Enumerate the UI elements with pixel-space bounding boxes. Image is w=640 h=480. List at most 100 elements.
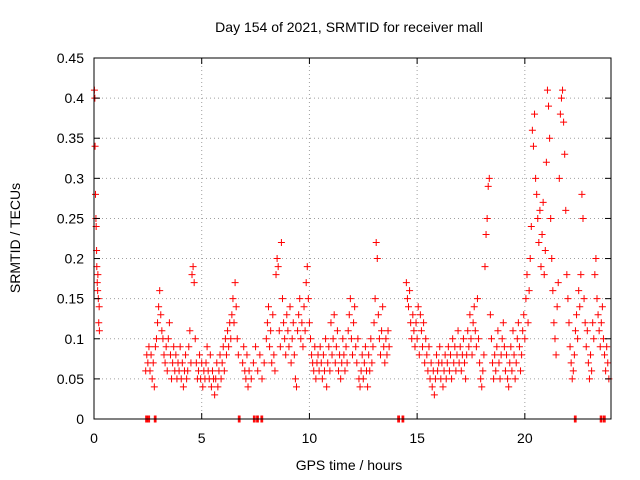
data-point: [568, 375, 576, 383]
data-point: [150, 383, 158, 391]
data-point: [490, 375, 498, 383]
data-point: [467, 335, 475, 343]
data-point: [436, 343, 444, 351]
data-point: [347, 335, 355, 343]
data-point: [518, 351, 526, 359]
data-point: [266, 343, 274, 351]
data-point: [552, 351, 560, 359]
data-point: [582, 343, 590, 351]
data-point: [227, 335, 235, 343]
data-point: [419, 343, 427, 351]
data-point: [517, 367, 525, 375]
data-point: [598, 303, 606, 311]
data-point: [495, 359, 503, 367]
data-point: [361, 343, 369, 351]
y-tick-label: 0.3: [65, 170, 85, 186]
data-point: [239, 359, 247, 367]
data-point: [577, 271, 585, 279]
data-point: [553, 303, 561, 311]
data-point: [95, 327, 103, 335]
data-point: [288, 335, 296, 343]
data-point: [524, 319, 532, 327]
data-point: [281, 335, 289, 343]
data-point: [343, 359, 351, 367]
data-point: [584, 359, 592, 367]
x-tick-label: 0: [90, 430, 98, 446]
data-point: [509, 327, 517, 335]
data-point: [172, 351, 180, 359]
data-point: [470, 303, 478, 311]
data-point: [579, 214, 587, 222]
data-point: [339, 335, 347, 343]
data-point: [276, 343, 284, 351]
data-point: [232, 303, 240, 311]
data-point: [370, 319, 378, 327]
data-point: [575, 287, 583, 295]
data-point: [381, 359, 389, 367]
data-point: [403, 295, 411, 303]
data-point: [189, 263, 197, 271]
y-tick-label: 0.05: [57, 371, 84, 387]
data-point: [433, 351, 441, 359]
data-point: [514, 319, 522, 327]
data-point: [498, 335, 506, 343]
data-point: [271, 367, 279, 375]
data-point: [588, 367, 596, 375]
y-tick-label: 0: [76, 411, 84, 427]
data-point: [542, 158, 550, 166]
data-point: [454, 327, 462, 335]
data-point: [240, 343, 248, 351]
data-point: [294, 327, 302, 335]
data-point: [556, 110, 564, 118]
data-point: [547, 214, 555, 222]
data-point: [319, 351, 327, 359]
data-point: [513, 335, 521, 343]
data-point: [162, 343, 170, 351]
data-point: [352, 343, 360, 351]
data-point: [211, 391, 219, 399]
data-point: [384, 327, 392, 335]
data-point: [564, 295, 572, 303]
data-point: [567, 359, 575, 367]
data-point: [487, 335, 495, 343]
data-point: [354, 335, 362, 343]
data-point: [468, 351, 476, 359]
data-point: [504, 375, 512, 383]
data-point: [263, 319, 271, 327]
data-point: [528, 126, 536, 134]
data-point: [373, 255, 381, 263]
data-point: [216, 351, 224, 359]
data-point: [164, 335, 172, 343]
data-point: [161, 359, 169, 367]
data-point: [409, 311, 417, 319]
data-point: [548, 255, 556, 263]
data-point: [505, 383, 513, 391]
data-point: [479, 367, 487, 375]
data-point: [244, 383, 252, 391]
data-point: [480, 351, 488, 359]
data-point: [483, 214, 491, 222]
data-point: [328, 351, 336, 359]
data-point: [601, 351, 609, 359]
data-point: [375, 335, 383, 343]
data-point: [334, 367, 342, 375]
data-point: [476, 359, 484, 367]
data-point: [604, 359, 612, 367]
data-point: [472, 343, 480, 351]
data-point: [511, 375, 519, 383]
data-point: [329, 335, 337, 343]
data-point: [430, 391, 438, 399]
data-point: [569, 367, 577, 375]
data-point: [563, 271, 571, 279]
data-point: [368, 359, 376, 367]
data-point: [359, 375, 367, 383]
data-point: [330, 311, 338, 319]
data-point: [507, 343, 515, 351]
data-point: [481, 263, 489, 271]
y-tick-label: 0.15: [57, 291, 84, 307]
data-point: [322, 335, 330, 343]
data-point: [196, 351, 204, 359]
data-point: [411, 343, 419, 351]
